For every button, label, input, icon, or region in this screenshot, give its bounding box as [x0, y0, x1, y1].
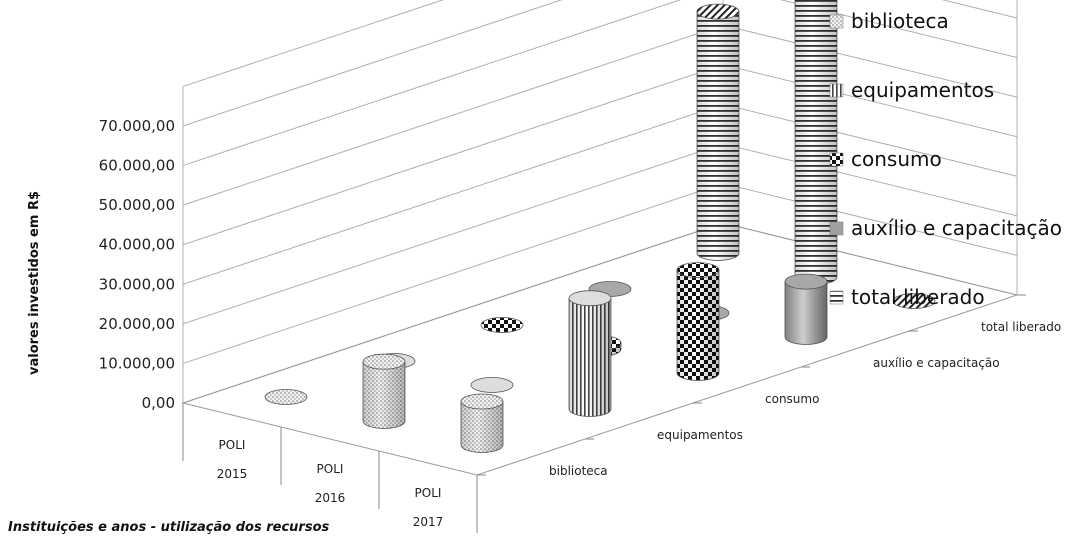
bar — [568, 290, 612, 417]
y-tick-label: 40.000,00 — [99, 236, 175, 254]
series-axis-label: total liberado — [981, 320, 1061, 334]
gridline — [182, 24, 1018, 206]
x-axis-label: Instituições e anos - utilização dos rec… — [8, 520, 330, 535]
gridline — [182, 0, 444, 87]
gridline — [182, 0, 1018, 127]
bar — [784, 273, 828, 345]
y-tick-label: 20.000,00 — [99, 315, 175, 333]
gridline — [182, 103, 1018, 285]
series-axis-label: equipamentos — [657, 428, 743, 442]
legend-swatch — [829, 221, 844, 236]
y-tick-label: 10.000,00 — [99, 354, 175, 372]
series-axis-label: auxílio e capacitação — [873, 356, 1000, 370]
y-tick-label: 60.000,00 — [99, 157, 175, 175]
legend-swatch — [829, 152, 844, 167]
category-label-line2: 2015 — [217, 467, 248, 481]
bar — [362, 353, 406, 429]
bar — [460, 393, 504, 453]
category-label-line1: POLI — [317, 462, 344, 476]
y-axis-label: valores investidos em R$ — [27, 191, 42, 375]
category-label-line1: POLI — [415, 486, 442, 500]
bar — [480, 317, 524, 333]
legend-swatch — [829, 290, 844, 305]
bar — [470, 377, 514, 393]
gridline — [182, 0, 1018, 167]
legend-label: total liberado — [851, 285, 985, 309]
bar — [696, 3, 740, 261]
y-tick-label: 50.000,00 — [99, 196, 175, 214]
category-label-line2: 2016 — [315, 491, 346, 505]
legend-swatch — [829, 83, 844, 98]
y-tick-label: 70.000,00 — [99, 117, 175, 135]
bar — [794, 0, 838, 285]
y-tick-label: 30.000,00 — [99, 275, 175, 293]
legend-label: biblioteca — [851, 9, 949, 33]
series-axis-label: consumo — [765, 392, 819, 406]
legend-swatch — [829, 14, 844, 29]
category-label-line1: POLI — [219, 438, 246, 452]
series-axis-label: biblioteca — [549, 464, 608, 478]
legend-label: consumo — [851, 147, 942, 171]
bar — [264, 389, 308, 405]
bar — [676, 262, 720, 381]
legend-label: equipamentos — [851, 78, 994, 102]
bar — [892, 293, 936, 309]
legend-label: auxílio e capacitação — [851, 216, 1062, 240]
y-tick-label: 0,00 — [142, 394, 175, 412]
category-label-line2: 2017 — [413, 515, 444, 529]
